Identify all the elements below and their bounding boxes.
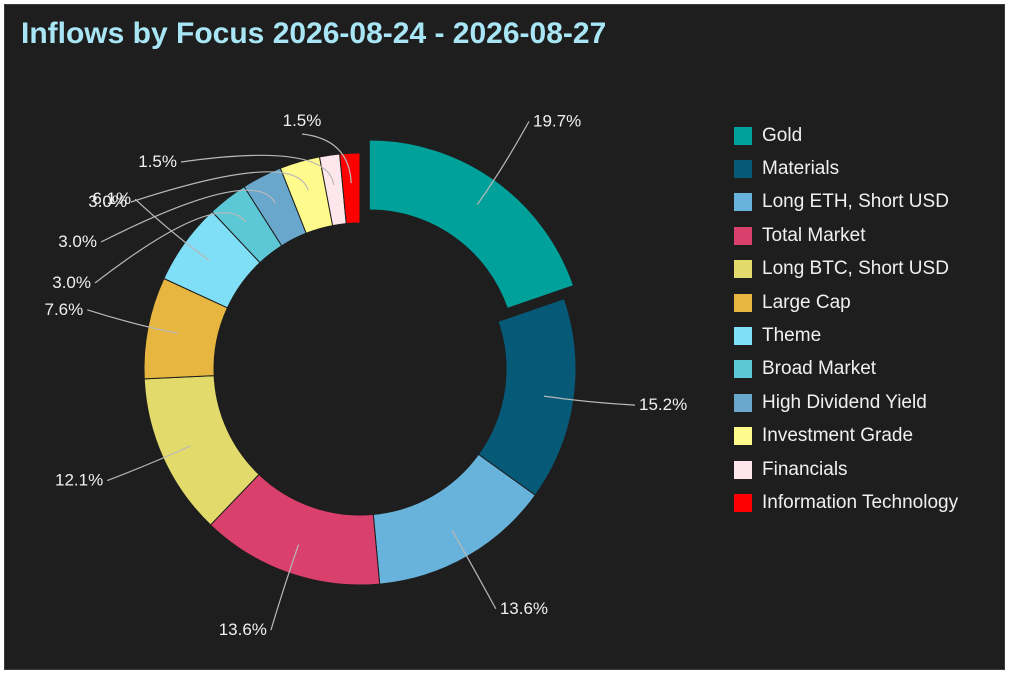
leader-line-materials <box>543 395 636 406</box>
leader-line-broad-market <box>94 212 247 284</box>
data-label-theme: 6.1% <box>92 189 131 208</box>
data-label-materials: 15.2% <box>639 395 687 414</box>
legend-item-materials[interactable]: Materials <box>734 152 958 185</box>
legend-label: Long ETH, Short USD <box>762 191 949 213</box>
legend-item-high-dividend-yield[interactable]: High Dividend Yield <box>734 386 958 419</box>
legend-swatch <box>734 260 752 279</box>
legend-swatch <box>734 193 752 212</box>
chart-panel: Inflows by Focus 2026-08-24 - 2026-08-27… <box>4 4 1005 670</box>
leader-line-long-eth-short-usd <box>451 530 497 610</box>
data-label-broad-market: 3.0% <box>52 273 91 292</box>
legend-label: Long BTC, Short USD <box>762 258 949 280</box>
legend-label: Investment Grade <box>762 425 914 447</box>
leader-line-high-dividend-yield <box>100 189 277 243</box>
legend-swatch <box>734 393 752 412</box>
legend-swatch <box>734 226 752 245</box>
chart-legend: Gold Materials Long ETH, Short USD Total Ma… <box>734 119 958 520</box>
slice-information-technology[interactable] <box>339 152 361 225</box>
legend-label: Gold <box>762 124 803 146</box>
data-label-total-market: 13.6% <box>219 620 267 639</box>
legend-swatch <box>734 360 752 379</box>
leader-line-large-cap <box>87 309 178 334</box>
legend-item-broad-market[interactable]: Broad Market <box>734 353 958 386</box>
legend-item-long-eth-short-usd[interactable]: Long ETH, Short USD <box>734 186 958 219</box>
leader-line-investment-grade <box>130 171 309 203</box>
data-label-gold: 19.7% <box>533 111 581 130</box>
legend-swatch <box>734 493 752 512</box>
data-label-long-btc-short-usd: 12.1% <box>55 471 103 490</box>
legend-label: High Dividend Yield <box>762 391 927 413</box>
leader-line-theme <box>134 198 210 261</box>
data-label-long-eth-short-usd: 13.6% <box>500 599 548 618</box>
donut-chart: 19.7%15.2%13.6%13.6%12.1%7.6%6.1%3.0%3.0… <box>45 111 688 639</box>
legend-swatch <box>734 126 752 145</box>
data-label-investment-grade: 3.0% <box>88 192 127 211</box>
legend-item-total-market[interactable]: Total Market <box>734 219 958 252</box>
legend-item-large-cap[interactable]: Large Cap <box>734 286 958 319</box>
legend-label: Total Market <box>762 224 866 246</box>
legend-item-investment-grade[interactable]: Investment Grade <box>734 420 958 453</box>
legend-item-long-btc-short-usd[interactable]: Long BTC, Short USD <box>734 253 958 286</box>
legend-item-financials[interactable]: Financials <box>734 453 958 486</box>
legend-label: Theme <box>762 325 822 347</box>
legend-swatch <box>734 327 752 346</box>
legend-swatch <box>734 293 752 312</box>
legend-swatch <box>734 427 752 446</box>
leader-line-financials <box>180 154 335 185</box>
data-label-large-cap: 7.6% <box>45 300 84 319</box>
slice-gold[interactable] <box>368 139 575 310</box>
legend-swatch <box>734 160 752 179</box>
legend-label: Materials <box>762 158 840 180</box>
legend-item-information-technology[interactable]: Information Technology <box>734 486 958 519</box>
data-label-high-dividend-yield: 3.0% <box>58 232 97 251</box>
legend-label: Financials <box>762 458 848 480</box>
data-label-information-technology: 1.5% <box>283 111 322 130</box>
legend-label: Information Technology <box>762 491 959 513</box>
leader-line-gold <box>476 121 530 205</box>
data-label-financials: 1.5% <box>138 152 177 171</box>
leader-line-information-technology <box>301 133 352 184</box>
legend-item-gold[interactable]: Gold <box>734 119 958 152</box>
legend-label: Broad Market <box>762 358 877 380</box>
leader-line-long-btc-short-usd <box>107 445 191 482</box>
leader-line-total-market <box>270 544 300 631</box>
legend-swatch <box>734 460 752 479</box>
chart-title: Inflows by Focus 2026-08-24 - 2026-08-27 <box>21 17 607 50</box>
legend-label: Large Cap <box>762 291 851 313</box>
legend-item-theme[interactable]: Theme <box>734 319 958 352</box>
